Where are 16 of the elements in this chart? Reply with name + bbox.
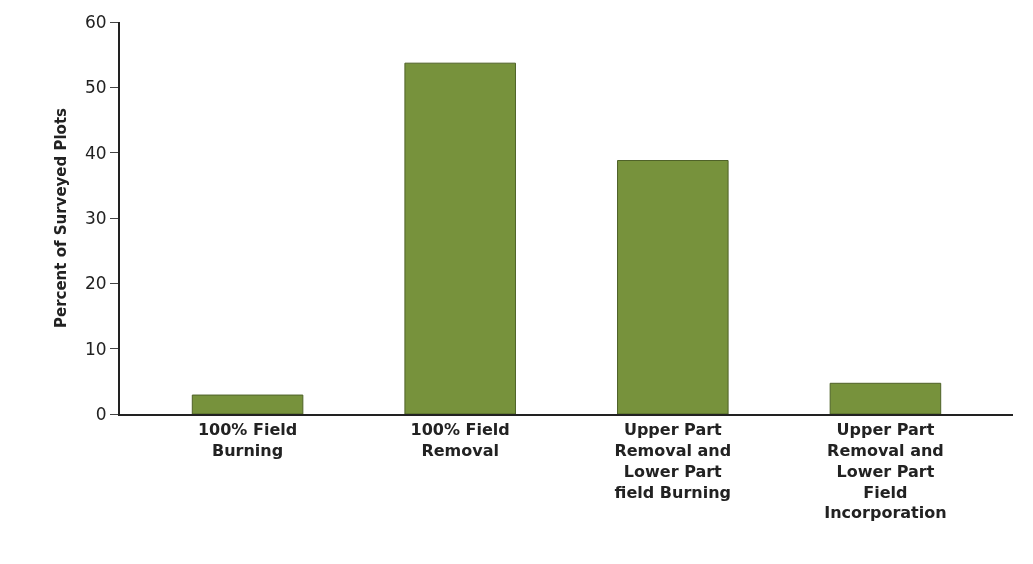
y-axis-title: Percent of Surveyed Plots — [51, 107, 70, 329]
bar — [617, 160, 729, 414]
y-tick-label: 20 — [84, 273, 107, 294]
x-tick-label: 100% Field Removal — [410, 420, 510, 460]
y-tick-label: 60 — [84, 11, 107, 32]
y-tick-label: 10 — [84, 338, 107, 359]
bar — [829, 382, 942, 414]
bar — [191, 394, 304, 414]
x-tick-label: Upper Part Removal and Lower Part Field Incorporation — [824, 420, 947, 523]
x-tick-label: 100% Field Burning — [197, 420, 298, 460]
x-tick-label: Upper Part Removal and Lower Part field Burning — [614, 420, 732, 502]
bar — [404, 62, 516, 414]
y-tick-label: 50 — [84, 77, 107, 98]
y-tick-label: 30 — [84, 207, 107, 228]
y-tick-label: 40 — [84, 142, 107, 163]
y-tick-label: 0 — [95, 403, 107, 424]
